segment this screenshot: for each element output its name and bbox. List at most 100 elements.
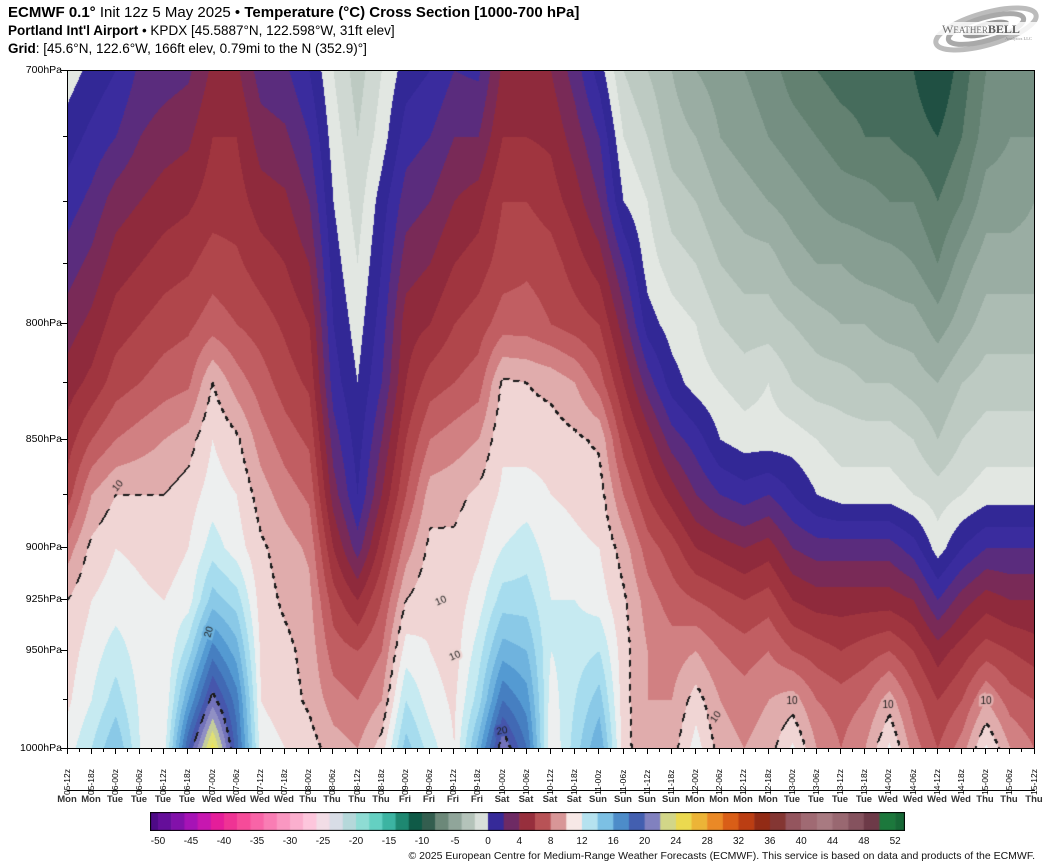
colorbar-tick-label: 12 xyxy=(576,836,588,847)
colorbar-tick-label: -10 xyxy=(414,836,430,847)
colorbar-tick-label: 28 xyxy=(701,836,713,847)
time-label: 09-18z xyxy=(472,769,482,795)
y-axis-minor-tick xyxy=(63,263,67,264)
colorbar-tick-label: -20 xyxy=(348,836,364,847)
time-label: 12-18z xyxy=(763,769,773,795)
time-label: 12-00z xyxy=(690,769,700,795)
day-label: Sun xyxy=(614,794,632,805)
time-label: 14-12z xyxy=(932,769,942,795)
x-axis-minor-tick xyxy=(103,749,104,752)
time-label: 13-06z xyxy=(811,769,821,795)
x-axis-major-tick xyxy=(260,749,261,754)
day-label: Wed xyxy=(951,794,971,805)
day-label: Fri xyxy=(470,794,484,805)
day-label: Fri xyxy=(422,794,436,805)
time-label: 10-18z xyxy=(569,769,579,795)
x-axis-major-tick xyxy=(526,749,527,754)
time-label: 13-00z xyxy=(787,769,797,795)
x-axis-minor-tick xyxy=(127,749,128,752)
colorbar-tick-label: -35 xyxy=(249,836,265,847)
y-axis-minor-tick xyxy=(63,201,67,202)
x-axis-minor-tick xyxy=(79,749,80,752)
x-axis-minor-tick xyxy=(755,749,756,752)
x-axis-major-tick xyxy=(913,749,914,754)
day-label: Thu xyxy=(299,794,317,805)
day-label: Tue xyxy=(783,794,801,805)
y-axis-label: 925hPa xyxy=(25,593,62,605)
day-label: Wed xyxy=(250,794,270,805)
day-label: Sat xyxy=(494,794,510,805)
x-axis-major-tick xyxy=(139,749,140,754)
x-axis-major-tick xyxy=(91,749,92,754)
x-axis-minor-tick xyxy=(780,749,781,752)
day-label: Sat xyxy=(518,794,534,805)
x-axis-major-tick xyxy=(888,749,889,754)
day-label: Sat xyxy=(542,794,558,805)
station-meta: • KPDX [45.5887°N, 122.598°W, 31ft elev] xyxy=(138,23,395,38)
x-axis-minor-tick xyxy=(490,749,491,752)
title-init: Init 12z 5 May 2025 • xyxy=(95,4,245,21)
time-label: 15-12z xyxy=(1029,769,1039,795)
day-label: Sun xyxy=(589,794,607,805)
day-label: Wed xyxy=(927,794,947,805)
x-axis-major-tick xyxy=(985,749,986,754)
y-axis-minor-tick xyxy=(63,494,67,495)
time-label: 06-12z xyxy=(158,769,168,795)
x-axis-major-tick xyxy=(937,749,938,754)
x-axis-minor-tick xyxy=(731,749,732,752)
day-label: Wed xyxy=(878,794,898,805)
time-label: 07-00z xyxy=(207,769,217,795)
x-axis-minor-tick xyxy=(369,749,370,752)
x-axis-minor-tick xyxy=(901,749,902,752)
colorbar-tick-label: 48 xyxy=(858,836,870,847)
day-label: Tue xyxy=(831,794,849,805)
day-label: Thu xyxy=(348,794,366,805)
day-label: Mon xyxy=(81,794,101,805)
colorbar-tick-label: 4 xyxy=(516,836,523,847)
day-label: Sun xyxy=(638,794,656,805)
station-name: Portland Int'l Airport xyxy=(8,23,139,38)
day-label: Mon xyxy=(733,794,753,805)
title-model: ECMWF 0.1° xyxy=(8,4,96,21)
title-product: Temperature (°C) Cross Section [1000-700… xyxy=(244,4,580,21)
x-axis-minor-tick xyxy=(417,749,418,752)
grid-label: Grid xyxy=(8,41,36,56)
weatherbell-logo: WEATHERBELL Analytics LLC xyxy=(933,5,1040,53)
x-axis-major-tick xyxy=(332,749,333,754)
grid-meta: : [45.6°N, 122.6°W, 166ft elev, 0.79mi t… xyxy=(35,41,367,56)
y-axis-major-tick xyxy=(61,748,67,749)
day-label: Mon xyxy=(709,794,729,805)
temperature-field-canvas xyxy=(67,70,1035,749)
day-label: Wed xyxy=(903,794,923,805)
time-label: 08-12z xyxy=(352,769,362,795)
y-axis-label: 700hPa xyxy=(25,64,62,76)
day-label: Fri xyxy=(398,794,412,805)
x-axis-minor-tick xyxy=(151,749,152,752)
day-label: Thu xyxy=(1025,794,1043,805)
day-label: Tue xyxy=(855,794,873,805)
x-axis-minor-tick xyxy=(393,749,394,752)
x-axis-minor-tick xyxy=(586,749,587,752)
y-axis-minor-tick xyxy=(63,699,67,700)
time-label: 07-18z xyxy=(279,769,289,795)
x-axis-major-tick xyxy=(840,749,841,754)
day-label: Thu xyxy=(372,794,390,805)
chart-header: ECMWF 0.1° Init 12z 5 May 2025 • Tempera… xyxy=(8,4,579,58)
time-label: 06-06z xyxy=(134,769,144,795)
logo-text: WEATHERBELL xyxy=(942,22,1020,36)
x-axis-major-tick xyxy=(1009,749,1010,754)
x-axis-minor-tick xyxy=(272,749,273,752)
day-label: Wed xyxy=(202,794,222,805)
colorbar-tick-label: -5 xyxy=(450,836,460,847)
x-axis-major-tick xyxy=(429,749,430,754)
x-axis-minor-tick xyxy=(659,749,660,752)
day-label: Fri xyxy=(446,794,460,805)
y-axis-major-tick xyxy=(61,650,67,651)
x-axis-major-tick xyxy=(67,749,68,754)
day-label: Mon xyxy=(57,794,77,805)
time-label: 08-06z xyxy=(327,769,337,795)
x-axis-major-tick xyxy=(502,749,503,754)
logo-subtext: Analytics LLC xyxy=(1005,36,1032,41)
time-label: 06-18z xyxy=(182,769,192,795)
x-axis-minor-tick xyxy=(199,749,200,752)
